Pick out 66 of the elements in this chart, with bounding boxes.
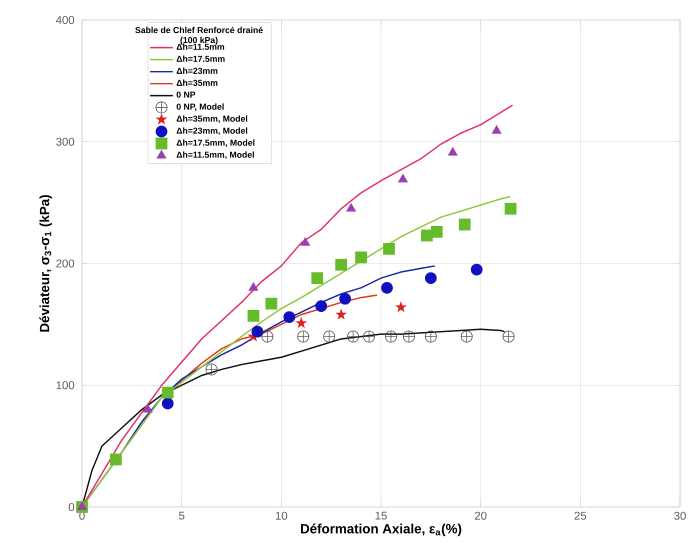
point bbox=[383, 243, 395, 255]
point bbox=[470, 264, 483, 276]
point bbox=[142, 404, 153, 413]
point bbox=[424, 330, 437, 342]
point bbox=[162, 386, 174, 398]
point bbox=[300, 237, 310, 246]
point bbox=[402, 330, 415, 342]
x-tick-label: 30 bbox=[674, 512, 686, 520]
legend-label: Δh=11.5mm bbox=[176, 44, 224, 50]
x-tick-label: 15 bbox=[376, 512, 387, 520]
point bbox=[297, 330, 310, 342]
point bbox=[396, 302, 406, 312]
legend-label: Δh=35mm, Model bbox=[176, 115, 248, 123]
point bbox=[385, 330, 397, 342]
point bbox=[448, 147, 458, 156]
point bbox=[266, 298, 278, 310]
point bbox=[261, 330, 274, 342]
point bbox=[336, 309, 346, 320]
x-axis-title: Déformation Axiale, ε$_{a}$(%) bbox=[300, 524, 462, 536]
point bbox=[323, 330, 336, 342]
point bbox=[355, 252, 367, 264]
point bbox=[346, 203, 356, 212]
point bbox=[335, 258, 348, 271]
point bbox=[252, 326, 264, 338]
point bbox=[381, 282, 393, 294]
y-tick-label: 400 bbox=[56, 16, 74, 24]
point bbox=[430, 226, 443, 238]
point bbox=[420, 230, 433, 242]
point bbox=[110, 454, 122, 466]
legend-label: Δh=35mm bbox=[176, 80, 218, 86]
point bbox=[424, 272, 437, 284]
point bbox=[502, 330, 515, 342]
point bbox=[363, 330, 375, 342]
x-tick-label: 5 bbox=[178, 512, 184, 520]
point bbox=[248, 310, 260, 322]
x-tick-label: 10 bbox=[276, 512, 288, 520]
point bbox=[492, 125, 502, 134]
point bbox=[206, 363, 218, 376]
y-tick-label: 100 bbox=[56, 381, 74, 390]
x-tick-label: 20 bbox=[474, 512, 487, 520]
point bbox=[339, 292, 351, 305]
point bbox=[311, 272, 324, 284]
point bbox=[315, 300, 328, 312]
legend-label: Δh=17.5mm bbox=[176, 56, 225, 62]
point bbox=[296, 318, 307, 328]
legend-label: Δh=23mm, Model bbox=[176, 127, 248, 135]
legend-label: Δh=23mm bbox=[176, 68, 218, 74]
x-tick-label: 25 bbox=[574, 512, 586, 520]
legend-title: Sable de Chlef Renforcé drainé (100 kPa) bbox=[135, 26, 263, 45]
y-axis-title: Déviateur, σ$_{3}$-σ$_{1}$ (kPa) bbox=[39, 195, 52, 332]
y-tick-label: 0 bbox=[68, 502, 74, 512]
point bbox=[248, 282, 258, 291]
point bbox=[283, 311, 296, 323]
point bbox=[458, 218, 471, 230]
point bbox=[504, 202, 516, 215]
point bbox=[460, 330, 473, 342]
y-tick-label: 200 bbox=[56, 259, 74, 268]
point bbox=[77, 501, 87, 510]
legend-label: Δh=17.5mm, Model bbox=[176, 139, 254, 148]
legend-label: 0 NP bbox=[176, 92, 196, 98]
y-tick-label: 300 bbox=[56, 138, 74, 146]
legend-label: Δh=11.5mm, Model bbox=[176, 151, 254, 160]
point bbox=[347, 330, 360, 342]
legend-label: 0 NP, Model bbox=[176, 103, 224, 111]
point bbox=[398, 174, 408, 182]
point bbox=[162, 398, 174, 410]
